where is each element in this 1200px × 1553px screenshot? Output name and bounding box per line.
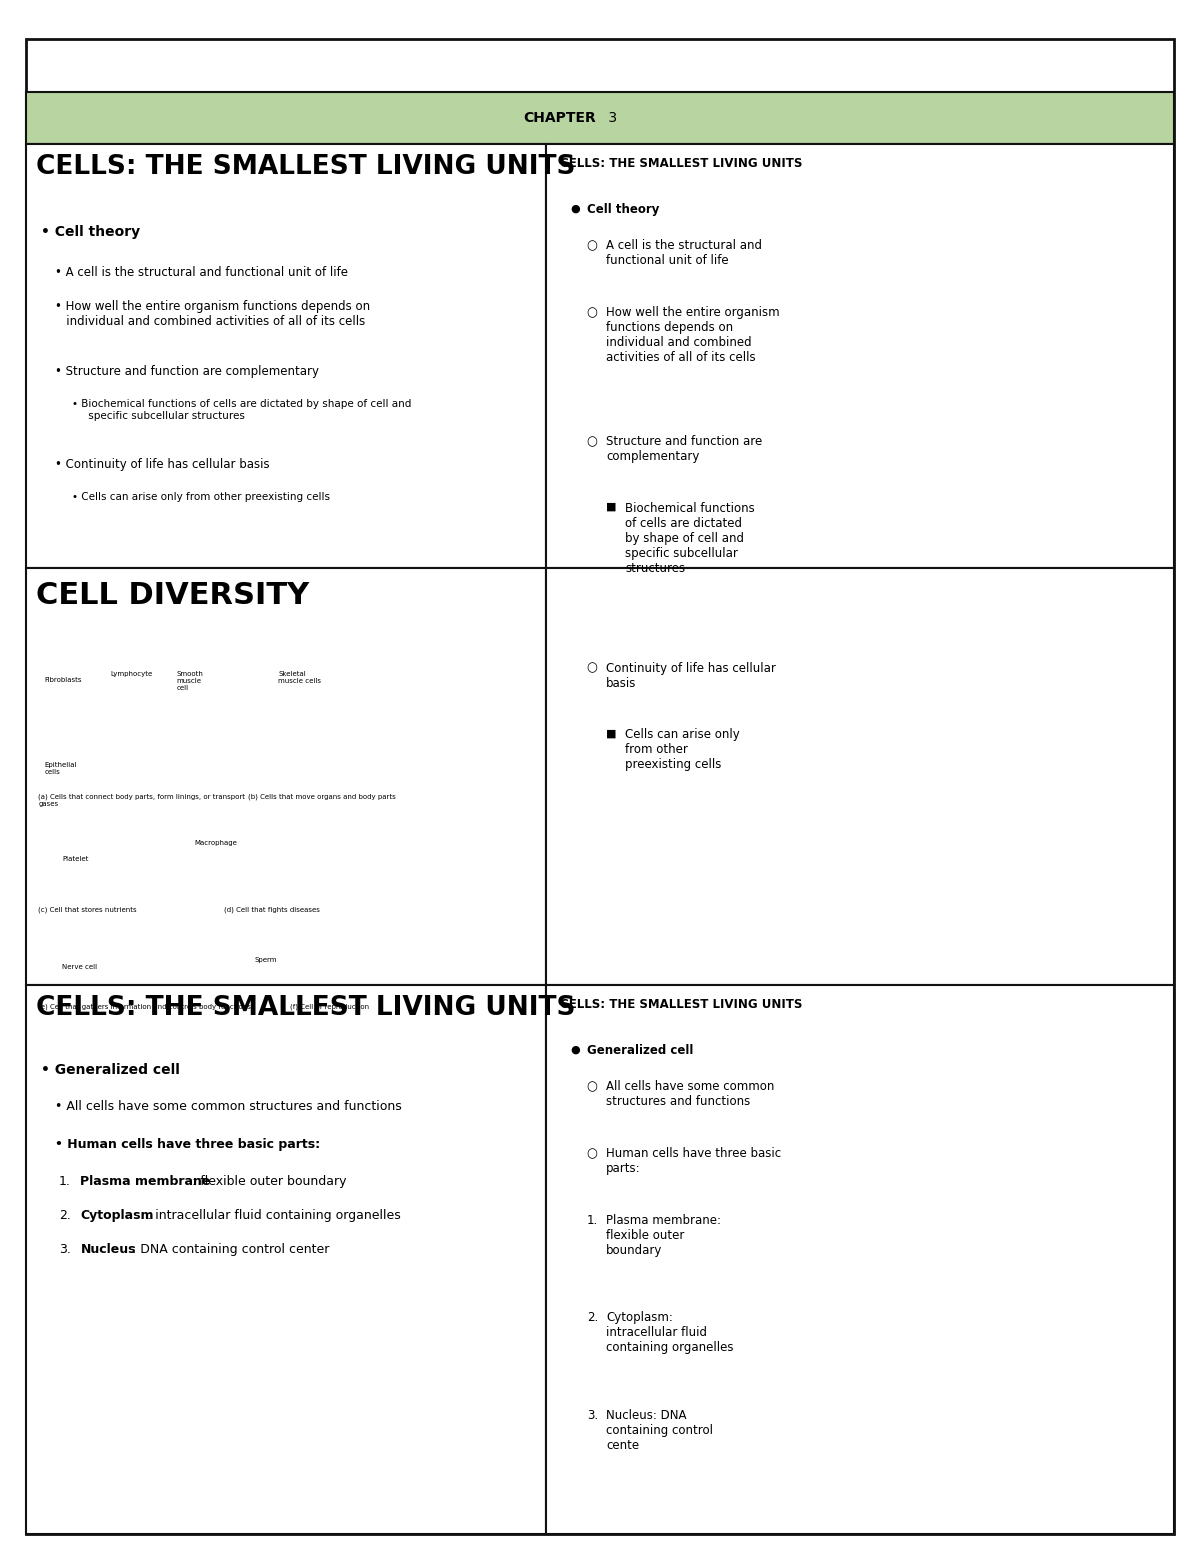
Bar	[26, 568, 546, 985]
Text: Plasma membrane:
flexible outer
boundary: Plasma membrane: flexible outer boundary	[606, 1213, 721, 1256]
Text: (f) Cell of reproduction: (f) Cell of reproduction	[290, 1003, 370, 1009]
Text: CELLS: THE SMALLEST LIVING UNITS: CELLS: THE SMALLEST LIVING UNITS	[560, 157, 803, 169]
Text: ■: ■	[606, 502, 617, 511]
Text: CELLS: THE SMALLEST LIVING UNITS: CELLS: THE SMALLEST LIVING UNITS	[36, 994, 576, 1020]
Text: ○: ○	[587, 435, 598, 447]
Text: ○: ○	[587, 239, 598, 252]
Text: • Generalized cell: • Generalized cell	[41, 1062, 180, 1076]
Text: Continuity of life has cellular
basis: Continuity of life has cellular basis	[606, 662, 776, 690]
Text: All cells have some common
structures and functions: All cells have some common structures an…	[606, 1079, 774, 1109]
Text: Smooth
muscle
cell: Smooth muscle cell	[176, 671, 203, 691]
Bar	[26, 144, 546, 568]
Text: Platelet: Platelet	[62, 856, 89, 862]
Text: 2.: 2.	[587, 1311, 598, 1325]
Text: (b) Cells that move organs and body parts: (b) Cells that move organs and body part…	[248, 794, 396, 800]
Text: (e) Cell that gathers information and controls body functions: (e) Cell that gathers information and co…	[38, 1003, 251, 1009]
Text: Cell theory: Cell theory	[587, 203, 659, 216]
Text: ○: ○	[587, 1079, 598, 1093]
Text: • Human cells have three basic parts:: • Human cells have three basic parts:	[55, 1137, 320, 1151]
Bar	[26, 985, 546, 1534]
Text: ○: ○	[587, 1146, 598, 1160]
Text: CELLS: THE SMALLEST LIVING UNITS: CELLS: THE SMALLEST LIVING UNITS	[36, 154, 576, 180]
Text: • Continuity of life has cellular basis: • Continuity of life has cellular basis	[55, 458, 270, 471]
Bar	[546, 144, 1174, 568]
Text: : DNA containing control center: : DNA containing control center	[132, 1242, 330, 1256]
Text: How well the entire organism
functions depends on
individual and combined
activi: How well the entire organism functions d…	[606, 306, 780, 363]
Text: Nucleus: Nucleus	[80, 1242, 136, 1256]
Text: CELL DIVERSITY: CELL DIVERSITY	[36, 581, 310, 610]
Text: Structure and function are
complementary: Structure and function are complementary	[606, 435, 762, 463]
Text: Nerve cell: Nerve cell	[62, 964, 97, 971]
Text: 3.: 3.	[59, 1242, 71, 1256]
Text: Cells can arise only
from other
preexisting cells: Cells can arise only from other preexist…	[625, 728, 740, 772]
Text: : flexible outer boundary: : flexible outer boundary	[192, 1174, 347, 1188]
Text: Skeletal
muscle cells: Skeletal muscle cells	[278, 671, 322, 683]
Text: ●: ●	[570, 203, 580, 213]
Text: ○: ○	[587, 662, 598, 674]
Text: Cytoplasm:
intracellular fluid
containing organelles: Cytoplasm: intracellular fluid containin…	[606, 1311, 733, 1354]
Text: (d) Cell that fights diseases: (d) Cell that fights diseases	[224, 907, 320, 913]
Bar	[26, 92, 1174, 144]
Text: Fibroblasts: Fibroblasts	[44, 677, 82, 683]
Text: Epithelial
cells: Epithelial cells	[44, 763, 77, 775]
Text: ●: ●	[570, 1044, 580, 1054]
Text: 2.: 2.	[59, 1208, 71, 1222]
Text: 3.: 3.	[587, 1409, 598, 1423]
Text: 1.: 1.	[587, 1213, 598, 1227]
Text: Generalized cell: Generalized cell	[587, 1044, 694, 1058]
Text: 3: 3	[604, 110, 617, 126]
Bar	[546, 568, 1174, 985]
Text: Cytoplasm: Cytoplasm	[80, 1208, 154, 1222]
Text: Plasma membrane: Plasma membrane	[80, 1174, 211, 1188]
Text: Macrophage: Macrophage	[194, 840, 238, 846]
Text: Human cells have three basic
parts:: Human cells have three basic parts:	[606, 1146, 781, 1176]
Text: : intracellular fluid containing organelles: : intracellular fluid containing organel…	[148, 1208, 401, 1222]
Text: Biochemical functions
of cells are dictated
by shape of cell and
specific subcel: Biochemical functions of cells are dicta…	[625, 502, 755, 575]
Text: • Cells can arise only from other preexisting cells: • Cells can arise only from other preexi…	[72, 492, 330, 502]
Text: ■: ■	[606, 728, 617, 738]
Text: (c) Cell that stores nutrients: (c) Cell that stores nutrients	[38, 907, 137, 913]
Text: CHAPTER: CHAPTER	[523, 110, 596, 126]
Text: • Structure and function are complementary: • Structure and function are complementa…	[55, 365, 319, 377]
Text: CELLS: THE SMALLEST LIVING UNITS: CELLS: THE SMALLEST LIVING UNITS	[560, 997, 803, 1011]
Text: • A cell is the structural and functional unit of life: • A cell is the structural and functiona…	[55, 266, 348, 278]
Text: ○: ○	[587, 306, 598, 318]
Text: • How well the entire organism functions depends on
   individual and combined a: • How well the entire organism functions…	[55, 300, 371, 328]
Text: • Cell theory: • Cell theory	[41, 225, 140, 239]
Text: A cell is the structural and
functional unit of life: A cell is the structural and functional …	[606, 239, 762, 267]
Text: 1.: 1.	[59, 1174, 71, 1188]
Text: • All cells have some common structures and functions: • All cells have some common structures …	[55, 1100, 402, 1114]
Text: Nucleus: DNA
containing control
cente: Nucleus: DNA containing control cente	[606, 1409, 713, 1452]
Text: (a) Cells that connect body parts, form linings, or transport
gases: (a) Cells that connect body parts, form …	[38, 794, 246, 808]
Bar	[546, 985, 1174, 1534]
Text: Sperm: Sperm	[254, 957, 277, 963]
Text: • Biochemical functions of cells are dictated by shape of cell and
     specific: • Biochemical functions of cells are dic…	[72, 399, 412, 421]
Text: Lymphocyte: Lymphocyte	[110, 671, 152, 677]
